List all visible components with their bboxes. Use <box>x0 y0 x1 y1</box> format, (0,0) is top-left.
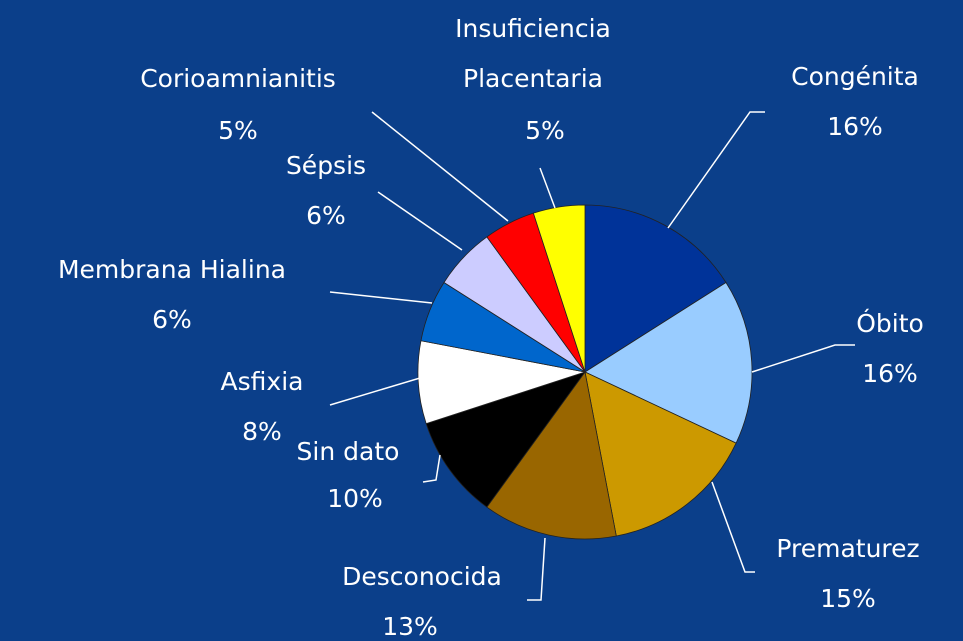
leader-line <box>422 454 441 483</box>
pie-slice <box>486 371 617 540</box>
pie-slice <box>425 371 587 508</box>
slice-value-label: 5% <box>525 116 565 145</box>
slice-label: Corioamnianitis <box>140 64 336 93</box>
leader-line <box>711 481 755 573</box>
leader-line <box>371 111 509 222</box>
slice-value-label: 16% <box>827 112 883 141</box>
slice-label: Sépsis <box>286 151 366 180</box>
pie-slice <box>584 371 737 537</box>
slice-value-label: 16% <box>862 359 918 388</box>
slice-value-label: 5% <box>218 116 258 145</box>
pie-slice <box>584 281 753 444</box>
slice-value-label: 8% <box>242 417 282 446</box>
slice-value-label: 6% <box>152 305 192 334</box>
leader-line <box>751 344 855 373</box>
leader-line <box>539 167 556 209</box>
leader-line <box>527 537 546 601</box>
leader-line <box>329 377 421 406</box>
slice-label: Insuficiencia Placentaria <box>455 14 611 93</box>
slice-label: Óbito <box>856 308 924 338</box>
slice-label: Prematurez <box>776 534 919 563</box>
pie-slice <box>532 204 586 373</box>
leader-line <box>377 191 463 251</box>
slice-label: Desconocida <box>342 562 502 591</box>
slice-value-label: 15% <box>820 584 876 613</box>
slice-label: Membrana Hialina <box>58 255 286 284</box>
slice-value-label: 13% <box>382 612 438 641</box>
pie-slice <box>584 204 727 373</box>
slice-value-label: 6% <box>306 201 346 230</box>
slice-label: Asfixia <box>221 367 304 396</box>
slice-label: Congénita <box>791 62 919 91</box>
slice-value-label: 10% <box>327 484 383 513</box>
leader-line <box>329 291 433 304</box>
leader-line <box>667 111 765 229</box>
slice-label: Sin dato <box>297 437 400 466</box>
